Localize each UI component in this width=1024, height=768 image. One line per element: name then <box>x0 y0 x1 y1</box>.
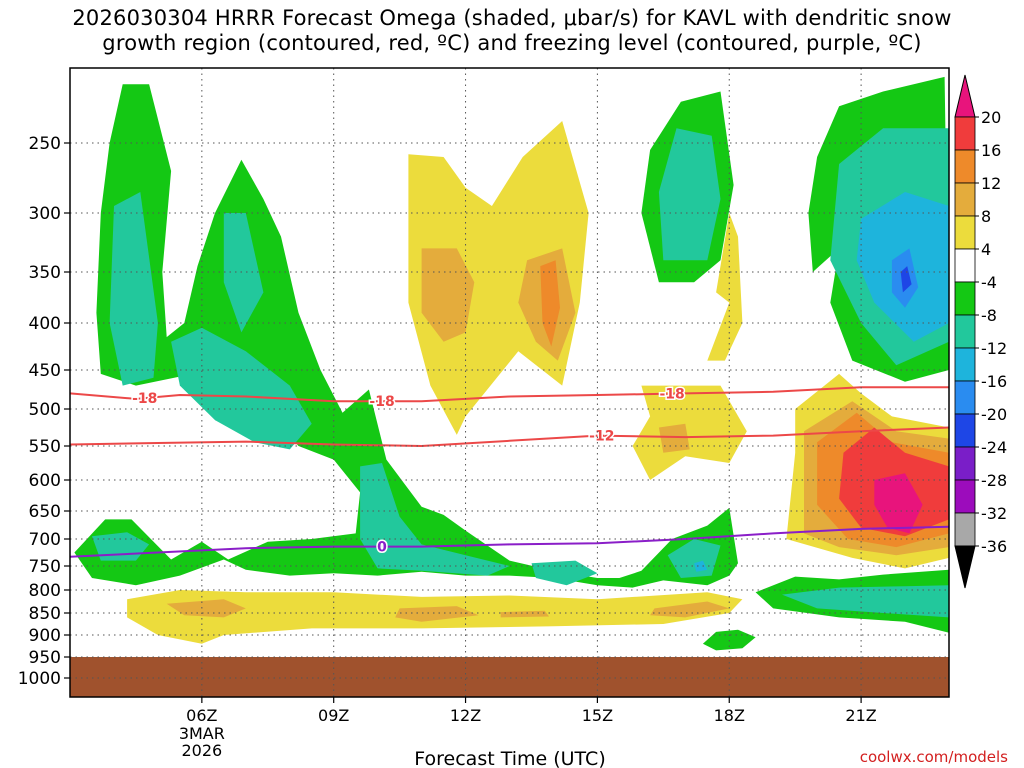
colorbar-swatch-2 <box>954 149 976 184</box>
x-axis-label: Forecast Time (UTC) <box>414 748 605 768</box>
colorbar-swatch-9 <box>954 380 976 415</box>
y-tick-label-650: 650 <box>29 502 61 522</box>
colorbar-label-12: -32 <box>981 504 1007 523</box>
omega-region-12-32 <box>540 260 560 347</box>
x-date-label-1: 2026 <box>181 741 222 760</box>
y-tick-label-1000: 1000 <box>18 669 61 689</box>
omega-region-20-35 <box>874 473 923 534</box>
colorbar-label-8: -16 <box>981 372 1007 391</box>
y-tick-label-750: 750 <box>29 557 61 577</box>
contour-minus12-line <box>70 426 949 448</box>
colorbar-swatch-7 <box>954 314 976 349</box>
omega-region-neg8-0 <box>74 84 738 588</box>
y-tick-label-600: 600 <box>29 471 61 491</box>
ground-fill <box>70 657 949 697</box>
chart-title-line1: 2026030304 HRRR Forecast Omega (shaded, … <box>72 6 952 30</box>
colorbar-label-9: -20 <box>981 405 1007 424</box>
y-tick-label-500: 500 <box>29 400 61 420</box>
omega-region-8-29 <box>395 606 479 622</box>
chart-title: 2026030304 HRRR Forecast Omega (shaded, … <box>0 6 1024 56</box>
colorbar-label-6: -8 <box>981 306 997 325</box>
omega-region-4-20 <box>707 213 743 361</box>
y-tick-label-300: 300 <box>29 204 61 224</box>
omega-region-8-26 <box>658 423 690 453</box>
omega-region-4-21 <box>632 385 747 480</box>
x-tick-label-15Z: 15Z <box>582 706 613 725</box>
colorbar-swatch-4 <box>954 215 976 250</box>
colorbar-top-arrow <box>954 74 976 118</box>
omega-region-neg12-6 <box>223 213 264 333</box>
colorbar-swatch-11 <box>954 446 976 481</box>
colorbar-swatch-8 <box>954 347 976 382</box>
temperature-contours: -18 -18 -18 -12 0 <box>70 385 949 558</box>
colorbar-label-5: -4 <box>981 273 997 292</box>
colorbar-bottom-arrow <box>954 545 976 589</box>
chart-title-line2: growth region (contoured, red, ºC) and f… <box>102 31 922 55</box>
omega-region-neg12-12 <box>658 128 721 261</box>
x-tick-label-06Z: 06Z <box>186 706 217 725</box>
omega-region-neg12-10 <box>531 560 598 586</box>
y-tick-label-900: 900 <box>29 626 61 646</box>
colorbar-label-10: -24 <box>981 438 1007 457</box>
contour-freezing-line <box>70 525 949 558</box>
y-tick-label-850: 850 <box>29 604 61 624</box>
colorbar-label-13: -36 <box>981 537 1007 556</box>
contour-minus18-label-0: -18 <box>132 391 157 407</box>
colorbar-swatch-5 <box>954 248 976 283</box>
colorbar-swatch-12 <box>954 479 976 514</box>
y-tick-label-450: 450 <box>29 361 61 381</box>
plot-area <box>70 76 949 697</box>
colorbar-label-11: -28 <box>981 471 1007 490</box>
y-tick-label-400: 400 <box>29 314 61 334</box>
colorbar-swatch-13 <box>954 512 976 547</box>
omega-region-neg12-5 <box>109 192 158 386</box>
colorbar-label-7: -12 <box>981 339 1007 358</box>
colorbar-swatch-1 <box>954 116 976 151</box>
colorbar-label-0: 20 <box>981 108 1001 127</box>
contour-minus18-label-1: -18 <box>369 394 394 410</box>
contour-freezing-label-0: 0 <box>377 540 387 556</box>
y-tick-label-250: 250 <box>29 134 61 154</box>
colorbar-label-3: 8 <box>981 207 991 226</box>
omega-region-neg12-14 <box>782 585 949 618</box>
y-tick-label-800: 800 <box>29 581 61 601</box>
y-tick-label-350: 350 <box>29 263 61 283</box>
x-tick-label-18Z: 18Z <box>714 706 745 725</box>
credit-link[interactable]: coolwx.com/models <box>859 748 1008 766</box>
omega-region-neg12-11 <box>667 539 721 578</box>
colorbar-swatch-6 <box>954 281 976 316</box>
plot-frame <box>69 67 950 698</box>
y-tick-label-700: 700 <box>29 530 61 550</box>
y-tick-label-950: 950 <box>29 648 61 668</box>
colorbar-label-2: 12 <box>981 174 1001 193</box>
colorbar-label-1: 16 <box>981 141 1001 160</box>
colorbar: 20 16 12 8 4 -4 -8 -12 -16 -20 -24 -28 -32 -36 <box>954 74 1007 589</box>
contour-minus12-label-0: -12 <box>589 429 614 445</box>
colorbar-label-4: 4 <box>981 240 991 259</box>
contour-minus18-label-2: -18 <box>659 387 684 403</box>
colorbar-swatch-3 <box>954 182 976 217</box>
omega-region-4-19 <box>408 121 589 435</box>
omega-region-neg12-7 <box>171 327 312 450</box>
x-tick-label-09Z: 09Z <box>318 706 349 725</box>
y-tick-label-550: 550 <box>29 437 61 457</box>
grid-lines <box>70 68 949 697</box>
omega-region-neg24-18 <box>900 266 912 293</box>
x-tick-label-21Z: 21Z <box>845 706 876 725</box>
omega-region-neg16-16 <box>694 560 708 572</box>
x-tick-label-12Z: 12Z <box>450 706 481 725</box>
colorbar-swatch-10 <box>954 413 976 448</box>
x-date-label-0: 3MAR <box>179 724 225 743</box>
omega-region-8-31 <box>500 610 550 618</box>
y-axis: 2503003504004505005506006507007508008509… <box>18 134 70 689</box>
